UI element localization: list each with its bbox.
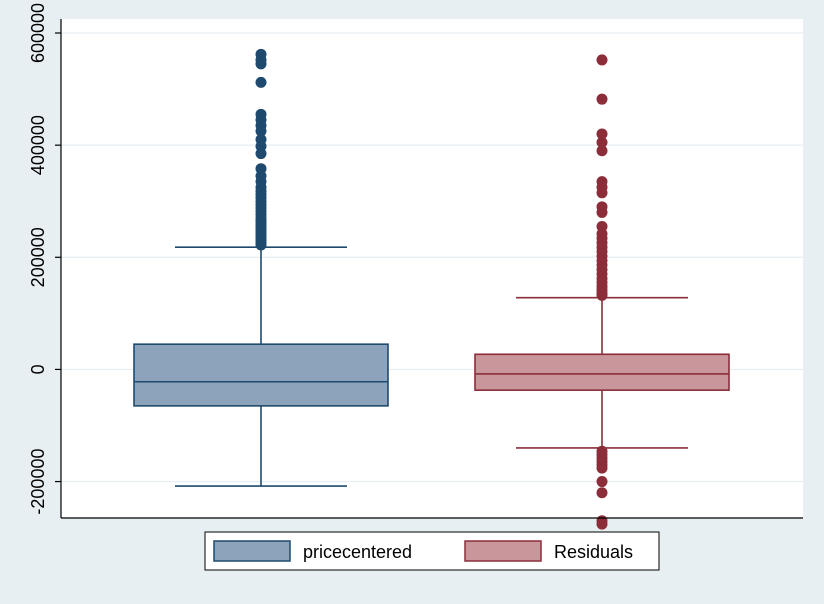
outlier-point (596, 136, 608, 148)
outlier-point (596, 476, 608, 488)
y-tick-label: -200000 (28, 449, 48, 515)
legend-swatch-residuals (464, 540, 542, 562)
iqr-box (474, 353, 730, 391)
plot-area (61, 19, 803, 518)
outlier-point (596, 145, 608, 157)
y-tick-label: 400000 (28, 115, 48, 175)
outlier-point (596, 462, 608, 474)
outlier-point (596, 128, 608, 140)
outlier-point (255, 134, 267, 146)
legend-swatch-pricecentered (213, 540, 291, 562)
boxes (133, 48, 730, 530)
outlier-point (596, 220, 608, 232)
outlier-point (255, 108, 267, 120)
iqr-box (133, 343, 389, 407)
y-tick-label: 600000 (28, 3, 48, 63)
legend-label-residuals: Residuals (554, 542, 633, 562)
outlier-point (596, 54, 608, 66)
box-residuals (474, 54, 730, 530)
outlier-point (596, 176, 608, 188)
y-tick-label: 0 (28, 364, 48, 374)
y-axis: -200000 0 200000 400000 600000 (28, 3, 61, 515)
outlier-point (255, 163, 267, 175)
outlier-point (255, 76, 267, 88)
outlier-point (596, 487, 608, 499)
legend-label-pricecentered: pricecentered (303, 542, 412, 562)
legend: pricecentered Residuals (204, 531, 660, 571)
outlier-point (596, 201, 608, 213)
outlier-point (596, 93, 608, 105)
y-tick-label: 200000 (28, 227, 48, 287)
outlier-point (255, 48, 267, 60)
box-pricecentered (133, 48, 389, 487)
outlier-point (596, 518, 608, 530)
